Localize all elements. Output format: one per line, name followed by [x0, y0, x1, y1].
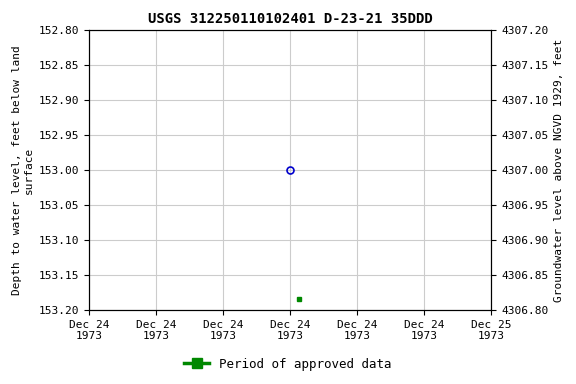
Y-axis label: Groundwater level above NGVD 1929, feet: Groundwater level above NGVD 1929, feet [554, 38, 564, 301]
Y-axis label: Depth to water level, feet below land
surface: Depth to water level, feet below land su… [12, 45, 33, 295]
Title: USGS 312250110102401 D-23-21 35DDD: USGS 312250110102401 D-23-21 35DDD [148, 12, 433, 26]
Legend: Period of approved data: Period of approved data [179, 353, 397, 376]
